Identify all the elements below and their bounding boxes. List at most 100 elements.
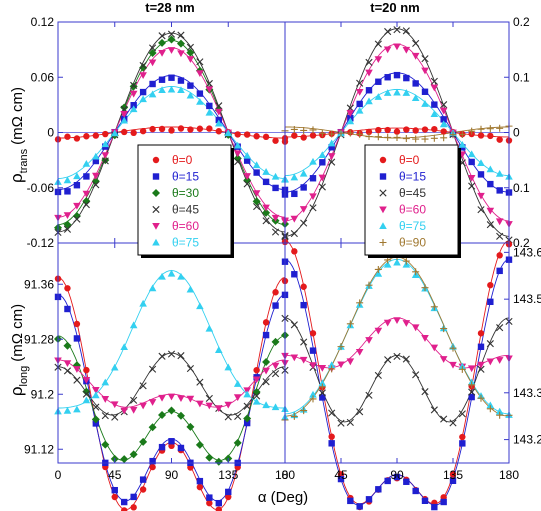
data-point-top-right-theta-90: [496, 124, 504, 132]
data-point-bottom-right-theta-15: [319, 394, 326, 401]
y-title-top-sub: trans: [18, 148, 30, 173]
data-point-top-left-theta-15: [64, 188, 71, 195]
data-point-bottom-left-theta-30: [129, 450, 138, 459]
data-point-top-left-theta-15: [206, 102, 213, 110]
fit-curve-bottom-right-theta-75: [284, 258, 510, 415]
data-point-bottom-left-theta-15: [149, 457, 156, 465]
data-point-bottom-right-theta-45: [440, 415, 448, 423]
y-title-bottom-unit: (mΩ cm): [9, 304, 26, 362]
data-point-bottom-right-theta-90: [328, 365, 336, 373]
data-point-top-left-theta-75: [224, 129, 233, 137]
data-point-top-left-theta-45: [73, 215, 81, 223]
data-point-top-right-theta-60: [374, 56, 383, 64]
y-tick-label-top-left: -0.12: [27, 236, 55, 250]
data-point-bottom-right-theta-45: [458, 410, 466, 418]
legend-label-theta-45: θ=45: [399, 186, 426, 200]
data-point-bottom-right-theta-15: [412, 487, 419, 495]
data-point-top-left-theta-75: [177, 86, 185, 93]
data-point-top-left-theta-75: [186, 91, 195, 99]
data-point-bottom-right-theta-60: [374, 327, 383, 335]
data-markers-layer: [54, 26, 513, 511]
data-point-top-left-theta-0: [177, 125, 185, 132]
data-point-top-right-theta-75: [383, 89, 392, 96]
fit-curve-top-right-theta-45: [284, 28, 510, 237]
legend-box-top-left: [137, 144, 232, 256]
data-point-top-right-theta-60: [327, 153, 336, 160]
data-point-bottom-right-theta-45: [421, 388, 429, 396]
legend-marker-theta-30: [152, 189, 160, 197]
data-point-top-right-theta-0: [487, 132, 494, 140]
data-point-top-left-theta-45: [234, 158, 242, 166]
data-point-bottom-left-theta-75: [63, 406, 72, 414]
data-point-top-right-theta-15: [365, 87, 373, 94]
data-point-top-left-theta-60: [205, 86, 214, 94]
data-point-top-right-theta-0: [440, 128, 447, 135]
data-point-top-left-theta-30: [262, 208, 271, 217]
data-point-top-left-theta-60: [243, 173, 251, 180]
data-point-top-left-theta-0: [83, 133, 90, 140]
data-point-top-right-theta-75: [495, 169, 504, 177]
data-point-top-left-theta-0: [149, 125, 156, 133]
data-point-bottom-left-theta-75: [101, 378, 110, 386]
data-point-top-left-theta-30: [129, 82, 138, 91]
legends-layer: θ=0 θ=15 θ=30 θ=45 θ=60 θ=75 θ=0 θ=15 θ=45 θ=60 θ=…: [137, 144, 461, 258]
data-point-top-left-theta-60: [186, 56, 195, 63]
data-point-top-right-theta-15: [356, 100, 363, 108]
data-point-bottom-left-theta-45: [63, 367, 72, 375]
data-point-top-left-theta-75: [262, 168, 270, 175]
data-point-bottom-left-theta-0: [272, 289, 279, 296]
data-point-top-right-theta-0: [412, 127, 419, 134]
data-point-bottom-right-theta-90: [402, 257, 410, 265]
data-point-top-left-theta-15: [196, 90, 204, 97]
data-point-top-left-theta-75: [271, 172, 280, 180]
data-point-top-left-theta-30: [167, 35, 176, 44]
data-point-top-left-theta-45: [130, 81, 138, 89]
legend-label-theta-0: θ=0: [399, 153, 420, 167]
data-point-bottom-left-theta-0: [111, 493, 118, 501]
legend-label-theta-60: θ=60: [399, 203, 426, 217]
data-point-bottom-left-theta-75: [158, 272, 166, 280]
data-point-top-left-theta-60: [233, 150, 242, 158]
data-point-top-right-theta-15: [375, 78, 382, 85]
data-point-top-left-theta-75: [120, 116, 129, 124]
data-point-bottom-left-theta-60: [186, 395, 195, 403]
data-point-bottom-right-theta-45: [384, 356, 392, 364]
data-point-top-right-theta-15: [393, 71, 401, 79]
data-point-top-left-theta-60: [262, 204, 270, 212]
data-point-bottom-right-theta-60: [299, 356, 308, 364]
data-point-bottom-left-theta-45: [196, 378, 204, 386]
data-point-bottom-left-theta-45: [139, 382, 147, 390]
data-point-bottom-right-theta-60: [449, 361, 457, 369]
data-point-top-left-theta-45: [167, 30, 176, 38]
data-point-top-right-theta-60: [393, 43, 401, 51]
data-point-top-right-theta-45: [477, 206, 485, 214]
data-point-top-right-theta-75: [393, 88, 401, 96]
data-point-top-left-theta-45: [158, 32, 166, 40]
data-point-top-right-theta-45: [384, 27, 392, 36]
data-point-bottom-left-theta-45: [158, 352, 166, 360]
data-point-top-right-theta-90: [449, 131, 457, 139]
data-point-top-right-theta-60: [346, 110, 355, 117]
data-point-top-left-theta-75: [110, 129, 119, 137]
data-point-top-left-theta-0: [139, 127, 147, 135]
data-point-bottom-left-theta-60: [196, 400, 204, 408]
data-point-bottom-right-theta-0: [487, 281, 494, 289]
data-point-top-right-theta-90: [365, 133, 373, 141]
data-point-bottom-left-theta-45: [148, 365, 157, 373]
data-point-bottom-left-theta-30: [262, 357, 271, 366]
data-point-bottom-right-theta-60: [439, 356, 448, 363]
data-point-top-right-theta-75: [355, 106, 364, 114]
data-point-bottom-left-theta-45: [271, 370, 280, 378]
data-point-bottom-right-theta-45: [402, 355, 410, 363]
data-point-top-right-theta-75: [299, 169, 308, 177]
y-tick-label-bottom-left: 91.36: [24, 277, 54, 291]
data-point-top-left-theta-60: [158, 50, 166, 57]
data-point-top-left-theta-45: [215, 102, 223, 110]
fit-curve-bottom-left-theta-45: [57, 352, 286, 416]
data-point-bottom-right-theta-60: [477, 361, 485, 369]
data-point-bottom-right-theta-15: [356, 503, 363, 510]
data-point-top-right-theta-60: [365, 69, 373, 77]
data-point-bottom-right-theta-45: [346, 418, 354, 427]
data-point-bottom-left-theta-15: [262, 331, 270, 339]
data-point-top-left-theta-60: [214, 108, 223, 116]
